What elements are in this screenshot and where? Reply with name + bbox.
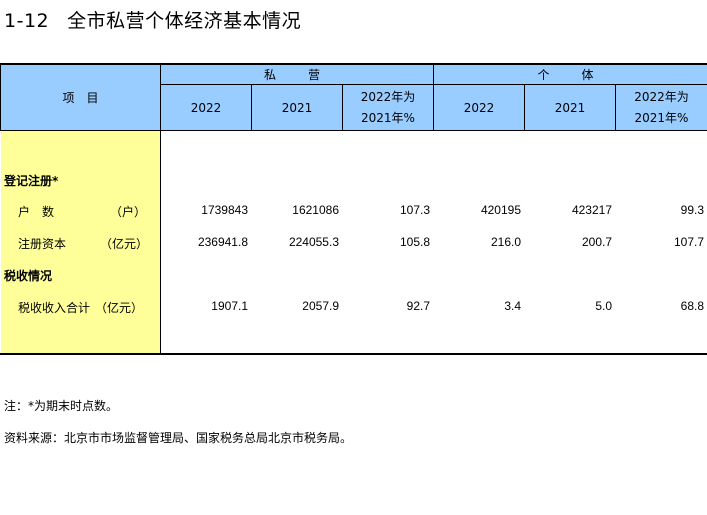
column-header: 2022 <box>190 100 222 115</box>
group-header-individual: 个 体 <box>537 68 604 82</box>
cell-value: 1739843 <box>201 203 248 217</box>
column-header: 2021 <box>554 100 586 115</box>
page-title: 1-12 全市私营个体经济基本情况 <box>4 6 301 33</box>
cell-value: 420195 <box>480 203 521 217</box>
group-header-private: 私 营 <box>263 68 330 82</box>
top-rule <box>0 63 707 65</box>
table-title: 全市私营个体经济基本情况 <box>67 10 302 32</box>
item-column-background <box>1 130 160 353</box>
column-header: 2022年为 2021年% <box>616 85 707 130</box>
col-divider <box>615 84 616 130</box>
cell-value: 5.0 <box>595 299 612 313</box>
col-divider <box>342 84 343 130</box>
cell-value: 107.7 <box>673 235 704 249</box>
section-label-registration: 登记注册* <box>4 174 59 188</box>
cell-value: 3.4 <box>504 299 521 313</box>
row-unit: （亿元） <box>95 301 144 315</box>
cell-value: 2057.9 <box>302 299 339 313</box>
col-divider <box>251 84 252 130</box>
row-unit: （亿元） <box>100 237 149 251</box>
row-label: 注册资本 <box>18 237 67 251</box>
column-header-line: 2022年为 <box>360 89 416 104</box>
left-border <box>0 63 1 130</box>
item-divider <box>160 63 161 353</box>
cell-value: 224055.3 <box>288 235 339 249</box>
cell-value: 423217 <box>571 203 612 217</box>
column-header: 2022年为 2021年% <box>343 85 433 130</box>
cell-value: 107.3 <box>399 203 430 217</box>
cell-value: 68.8 <box>680 299 704 313</box>
cell-value: 105.8 <box>399 235 430 249</box>
cell-value: 1907.1 <box>211 299 248 313</box>
bottom-rule <box>0 353 707 355</box>
item-header: 项 目 <box>62 91 99 105</box>
column-header-line: 2022年为 <box>634 89 689 104</box>
cell-value: 92.7 <box>406 299 430 313</box>
cell-value: 1621086 <box>292 203 339 217</box>
row-label: 税收收入合计 <box>18 301 91 315</box>
header-background <box>1 64 707 130</box>
footnote: 注：*为期末时点数。 <box>4 399 119 413</box>
cell-value: 216.0 <box>490 235 521 249</box>
column-header: 2021 <box>281 100 313 115</box>
section-label-tax: 税收情况 <box>4 269 53 283</box>
col-divider <box>524 84 525 130</box>
group-divider <box>433 63 434 130</box>
row-unit: （户） <box>110 205 147 219</box>
statistics-table: 项 目 私 营 个 体 2022 2021 2022年为 2021年% 2022… <box>0 63 707 355</box>
row-label: 户 数 <box>18 205 55 219</box>
column-header: 2022 <box>463 100 495 115</box>
cell-value: 99.3 <box>680 203 704 217</box>
column-header-line: 2021年% <box>361 110 415 125</box>
cell-value: 236941.8 <box>197 235 248 249</box>
source-note: 资料来源：北京市市场监督管理局、国家税务总局北京市税务局。 <box>4 431 353 445</box>
cell-value: 200.7 <box>581 235 612 249</box>
column-header-line: 2021年% <box>634 110 689 125</box>
table-number: 1-12 <box>4 10 50 32</box>
header-bottom-rule <box>0 130 707 131</box>
